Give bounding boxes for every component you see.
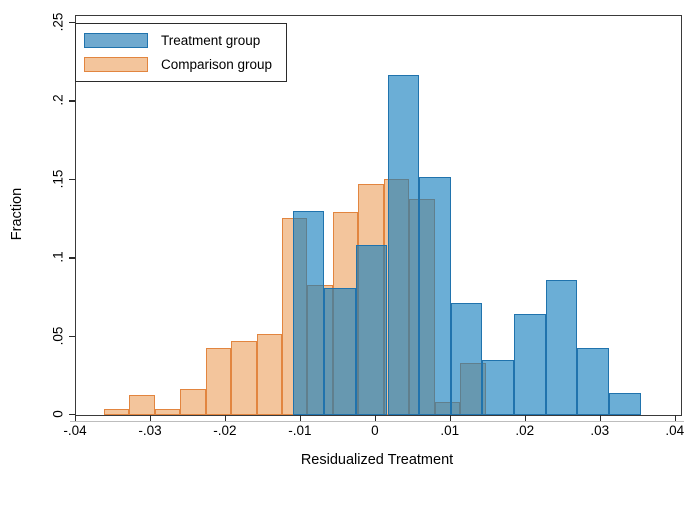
treatment-swatch (84, 33, 148, 48)
x-tick-mark (374, 415, 377, 421)
x-tick-mark (224, 415, 227, 421)
y-axis-label: Fraction (9, 187, 25, 241)
histogram-bar (450, 302, 483, 415)
x-tick-label: .01 (440, 423, 460, 438)
x-axis-label: Residualized Treatment (300, 452, 454, 468)
axis-baseline-shadow (70, 420, 684, 422)
plot-area (75, 15, 682, 416)
legend-entry-treatment: Treatment group (84, 33, 276, 48)
comparison-swatch (84, 57, 148, 72)
x-tick-label: -.03 (138, 423, 162, 438)
x-tick-label: .02 (515, 423, 535, 438)
histogram-bar (482, 359, 514, 415)
histogram-bar (545, 279, 578, 415)
y-tick-mark (69, 335, 75, 337)
legend-entry-comparison: Comparison group (84, 57, 276, 72)
histogram-bars (76, 16, 681, 415)
legend-label-treatment: Treatment group (161, 33, 261, 48)
histogram-bar (387, 75, 420, 415)
histogram-bar (256, 333, 282, 415)
y-tick-mark (69, 100, 75, 102)
y-tick-label: .2 (50, 94, 66, 107)
histogram-bar (609, 393, 641, 415)
histogram-bar (292, 210, 325, 415)
y-tick-mark (69, 414, 75, 416)
histogram-bar (154, 408, 180, 415)
y-tick-label: .25 (50, 12, 66, 32)
histogram-bar (355, 244, 388, 415)
x-tick-mark (75, 415, 77, 421)
histogram-bar (324, 288, 356, 415)
y-tick-mark (69, 178, 75, 181)
y-tick-mark (69, 22, 75, 24)
x-tick-mark (449, 415, 452, 421)
histogram-bar (577, 348, 609, 415)
x-tick-label: -.01 (288, 423, 312, 438)
x-tick-label: -.02 (213, 423, 237, 438)
histogram-bar (205, 348, 231, 415)
x-tick-mark (150, 415, 152, 421)
histogram-bar (129, 395, 155, 415)
y-tick-label: .05 (50, 326, 66, 345)
histogram-bar (231, 341, 257, 415)
x-tick-label: .03 (590, 423, 610, 438)
histogram-bar (180, 388, 206, 415)
histogram-bar (419, 177, 451, 415)
y-tick-label: .1 (50, 251, 66, 263)
x-tick-mark (674, 415, 677, 421)
x-tick-label: .04 (665, 423, 685, 438)
x-tick-mark (599, 415, 602, 421)
x-tick-mark (299, 415, 302, 421)
histogram-bar (514, 313, 546, 415)
histogram-bar (103, 408, 129, 415)
y-tick-mark (69, 257, 75, 259)
y-tick-label: 0 (50, 410, 66, 418)
x-tick-mark (524, 415, 527, 421)
legend: Treatment group Comparison group (75, 23, 287, 82)
y-tick-label: .15 (50, 169, 66, 189)
legend-label-comparison: Comparison group (161, 57, 273, 72)
x-tick-label: 0 (371, 423, 379, 438)
x-tick-label: -.04 (63, 423, 87, 438)
